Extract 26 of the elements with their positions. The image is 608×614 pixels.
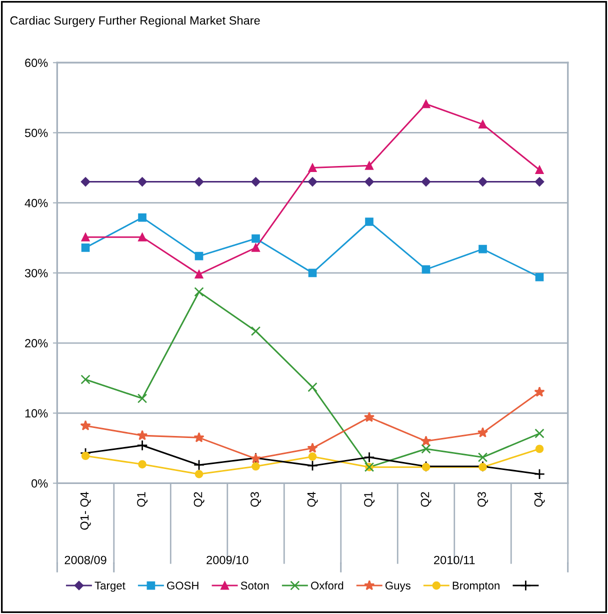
x-tick-label: Q1 <box>364 492 375 507</box>
text: 2008/09 <box>64 556 106 564</box>
x-tick-label: Q1 <box>137 492 148 507</box>
legend-label: GOSH <box>167 582 198 590</box>
x-tick-label: Q1- Q4 <box>80 492 91 530</box>
legend-label: Target <box>94 582 126 592</box>
y-tick-label: 30% <box>24 268 48 278</box>
y-tick-label: 40% <box>24 198 48 208</box>
x-tick-label: Q4 <box>534 492 545 507</box>
y-tick-label: 0% <box>32 479 48 488</box>
text: 2009/10 <box>206 556 248 564</box>
legend-label: Oxford <box>311 581 344 590</box>
chart-title: Cardiac Surgery Further Regional Market Share <box>10 16 260 27</box>
y-tick-label: 50% <box>24 128 48 138</box>
x-tick-label: Q3 <box>250 492 262 507</box>
y-tick-label: 10% <box>25 409 48 418</box>
x-tick-label: Q3 <box>478 492 488 507</box>
y-tick-label: 60% <box>25 58 48 68</box>
text: 2010/11 <box>434 556 475 564</box>
x-tick-label: Q4 <box>307 492 318 507</box>
legend-label: Soton <box>240 582 269 590</box>
legend-label: Brompton <box>452 582 500 592</box>
x-tick-label: Q2 <box>194 492 204 507</box>
x-tick-label: Q2 <box>420 492 432 507</box>
y-tick-label: 20% <box>25 339 48 348</box>
legend-label: Guys <box>385 582 410 592</box>
